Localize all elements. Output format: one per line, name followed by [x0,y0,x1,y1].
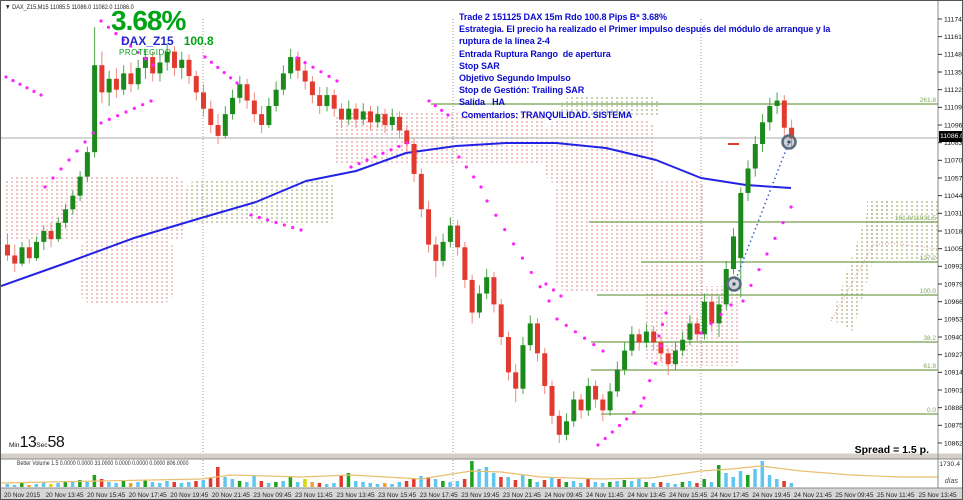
time-tick-label: 25 Nov 13:45 [919,492,957,499]
parabolic-sar-dots [4,19,793,447]
price-tick-label: 10888.0 [944,405,963,412]
time-tick-label: 24 Nov 19:45 [752,492,790,499]
trade-trend-line[interactable] [733,141,790,285]
fib-label: 61.8 [923,363,936,370]
fib-label: 38.2 [923,335,936,342]
time-tick-label: 24 Nov 21:45 [794,492,832,499]
time-tick-label: 23 Nov 11:45 [295,492,333,499]
price-tick-label: 11031.0 [944,211,963,218]
chart-title-bar: ▼ DAX_Z15,M15 11085.5 11086.0 11082.0 11… [5,4,134,11]
price-tick-label: 10966.0 [944,299,963,306]
time-axis-strip[interactable] [1,488,963,500]
timer-sec-label: Sec [36,442,48,449]
fib-label: 127.2 [920,255,937,262]
time-axis[interactable]: 20 Nov 2015 20 Nov 13:45 20 Nov 15:45 20 No… [4,492,957,499]
time-tick-label: 23 Nov 09:45 [253,492,291,499]
fib-label: 0.0 [927,407,936,414]
price-axis[interactable]: 11174.0 11161.0 11148.0 11135.0 11122.0 11109… [938,16,963,447]
price-tick-label: 11174.0 [944,16,963,23]
time-tick-label: 25 Nov 11:45 [877,492,915,499]
time-tick-label: 24 Nov 09:45 [544,492,582,499]
price-tick-label: 10927.0 [944,352,963,359]
time-tick-label: 23 Nov 19:45 [461,492,499,499]
price-tick-label: 10979.0 [944,281,963,288]
price-tick-label: 11083.0 [944,140,963,147]
spread-label: Spread = 1.5 p. [854,444,929,456]
profit-percent-label: 3.68% [111,5,186,36]
note-line: Objetivo Segundo Impulso [459,73,571,84]
time-tick-label: 23 Nov 15:45 [378,492,416,499]
note-line: Stop SAR [459,60,500,71]
time-tick-label: 24 Nov 17:45 [711,492,749,499]
price-tick-label: 10992.0 [944,264,963,271]
note-line: Entrada Ruptura Rango de apertura [459,48,611,59]
fib-label: 261.8 [920,97,937,104]
time-tick-label: 20 Nov 17:45 [129,492,167,499]
symbol-ohlc-label: DAX_Z15,M15 11085.5 11086.0 11082.0 1108… [12,4,134,11]
fib-label: 161.8/11031.5 [895,215,936,222]
fib-label: 100.0 [920,288,937,295]
trade-marker[interactable] [781,134,797,150]
price-tick-label: 11005.0 [944,246,963,253]
price-tick-label: 11122.0 [944,87,963,94]
price-tick-label: 10875.0 [944,423,963,430]
price-tick-label: 10940.0 [944,334,963,341]
price-tick-label: 11057.0 [944,175,963,182]
price-tick-label: 11148.0 [944,52,963,59]
note-line: Salida HA [459,97,505,108]
note-line: Comentarios: TRANQUILIDAD. SISTEMA [459,109,633,120]
price-tick-label: 11070.0 [944,158,963,165]
time-tick-label: 20 Nov 15:45 [87,492,125,499]
ichimoku-cloud [3,97,939,366]
volume-axis-value: 1730.4 [939,461,960,468]
moving-average-line [1,142,792,287]
time-tick-label: 20 Nov 21:45 [212,492,250,499]
time-tick-label: 25 Nov 09:45 [835,492,873,499]
time-tick-label: 24 Nov 13:45 [628,492,666,499]
note-line: ruptura de la línea 2-4 [459,36,550,47]
price-tick-label: 10953.0 [944,317,963,324]
trade-result-overlay: 3.68% DAX_Z15 100.8 PROTEGIDO [111,5,214,58]
volume-indicator-label: Better Volume 1.5 0.0000 0.0000 33.0000 … [17,460,189,467]
time-tick-label: 20 Nov 13:45 [46,492,84,499]
timer-seconds: 58 [47,434,65,451]
price-tick-label: 11161.0 [944,34,963,41]
price-tick-label: 10914.0 [944,370,963,377]
time-tick-label: 23 Nov 17:45 [420,492,458,499]
price-tick-label: 11096.0 [944,122,963,129]
time-tick-label: 23 Nov 13:45 [337,492,375,499]
volume-bars [5,461,794,487]
trade-marker[interactable] [726,276,742,292]
pips-label: 100.8 [183,34,214,48]
period-label: días [944,478,958,485]
price-tick-label: 10862.0 [944,440,963,447]
trade-notes: Trade 2 151125 DAX 15m Rdo 100.8 Pips Bª… [459,11,830,121]
volume-ma-line [1,465,938,484]
order-level-dash [728,143,739,145]
protected-label: PROTEGIDO [119,48,172,57]
price-tick-label: 11135.0 [944,69,963,76]
symbol-label: DAX_Z15 [121,34,174,48]
pane-separator[interactable] [1,452,963,460]
price-tick-label: 11044.0 [944,193,963,200]
time-tick-label: 20 Nov 2015 [4,492,41,499]
last-price-tag: 11086.0 [939,131,963,142]
candle-timer: Min13Sec58 [9,434,65,452]
price-tick-label: 11018.0 [944,228,963,235]
note-line: Stop de Gestión: Trailing SAR [459,85,585,96]
price-tick-label: 10901.0 [944,387,963,394]
timer-min-label: Min [9,442,20,449]
note-line: Estrategia. El precio ha realizado el Pr… [459,24,831,35]
price-tick-label: 11109.0 [944,105,963,112]
note-line: Trade 2 151125 DAX 15m Rdo 100.8 Pips Bª… [459,12,667,22]
time-tick-label: 24 Nov 15:45 [669,492,707,499]
timer-minutes: 13 [19,434,37,451]
time-tick-label: 24 Nov 11:45 [586,492,624,499]
chart-dropdown-arrow[interactable]: ▼ [5,4,11,11]
time-tick-label: 23 Nov 21:45 [503,492,541,499]
candles [5,27,795,443]
time-tick-label: 20 Nov 19:45 [170,492,208,499]
